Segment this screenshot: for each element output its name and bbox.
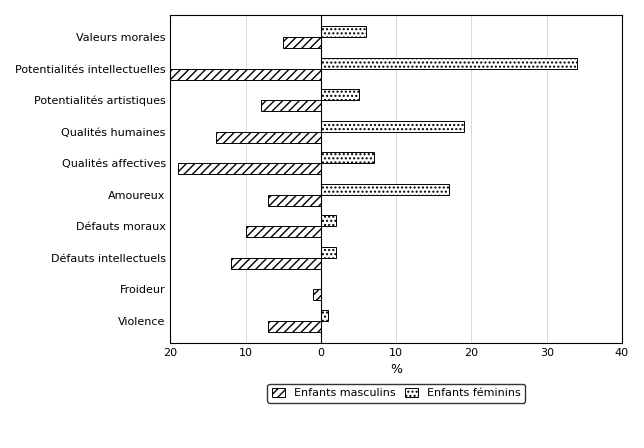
Bar [314, 289, 321, 300]
X-axis label: %: % [390, 363, 402, 376]
Bar [321, 184, 449, 194]
Bar [283, 37, 321, 48]
Bar [261, 100, 321, 111]
Bar [321, 89, 359, 100]
Bar [246, 226, 321, 237]
Bar [321, 152, 374, 163]
Legend: Enfants masculins, Enfants féminins: Enfants masculins, Enfants féminins [267, 383, 525, 403]
Bar [321, 215, 336, 226]
Bar [321, 121, 464, 132]
Bar [321, 26, 366, 37]
Bar [231, 258, 321, 269]
Bar [118, 69, 321, 80]
Bar [216, 132, 321, 142]
Bar [269, 194, 321, 206]
Bar [321, 310, 328, 321]
Bar [178, 163, 321, 174]
Bar [321, 57, 577, 69]
Bar [321, 246, 336, 258]
Bar [269, 321, 321, 332]
